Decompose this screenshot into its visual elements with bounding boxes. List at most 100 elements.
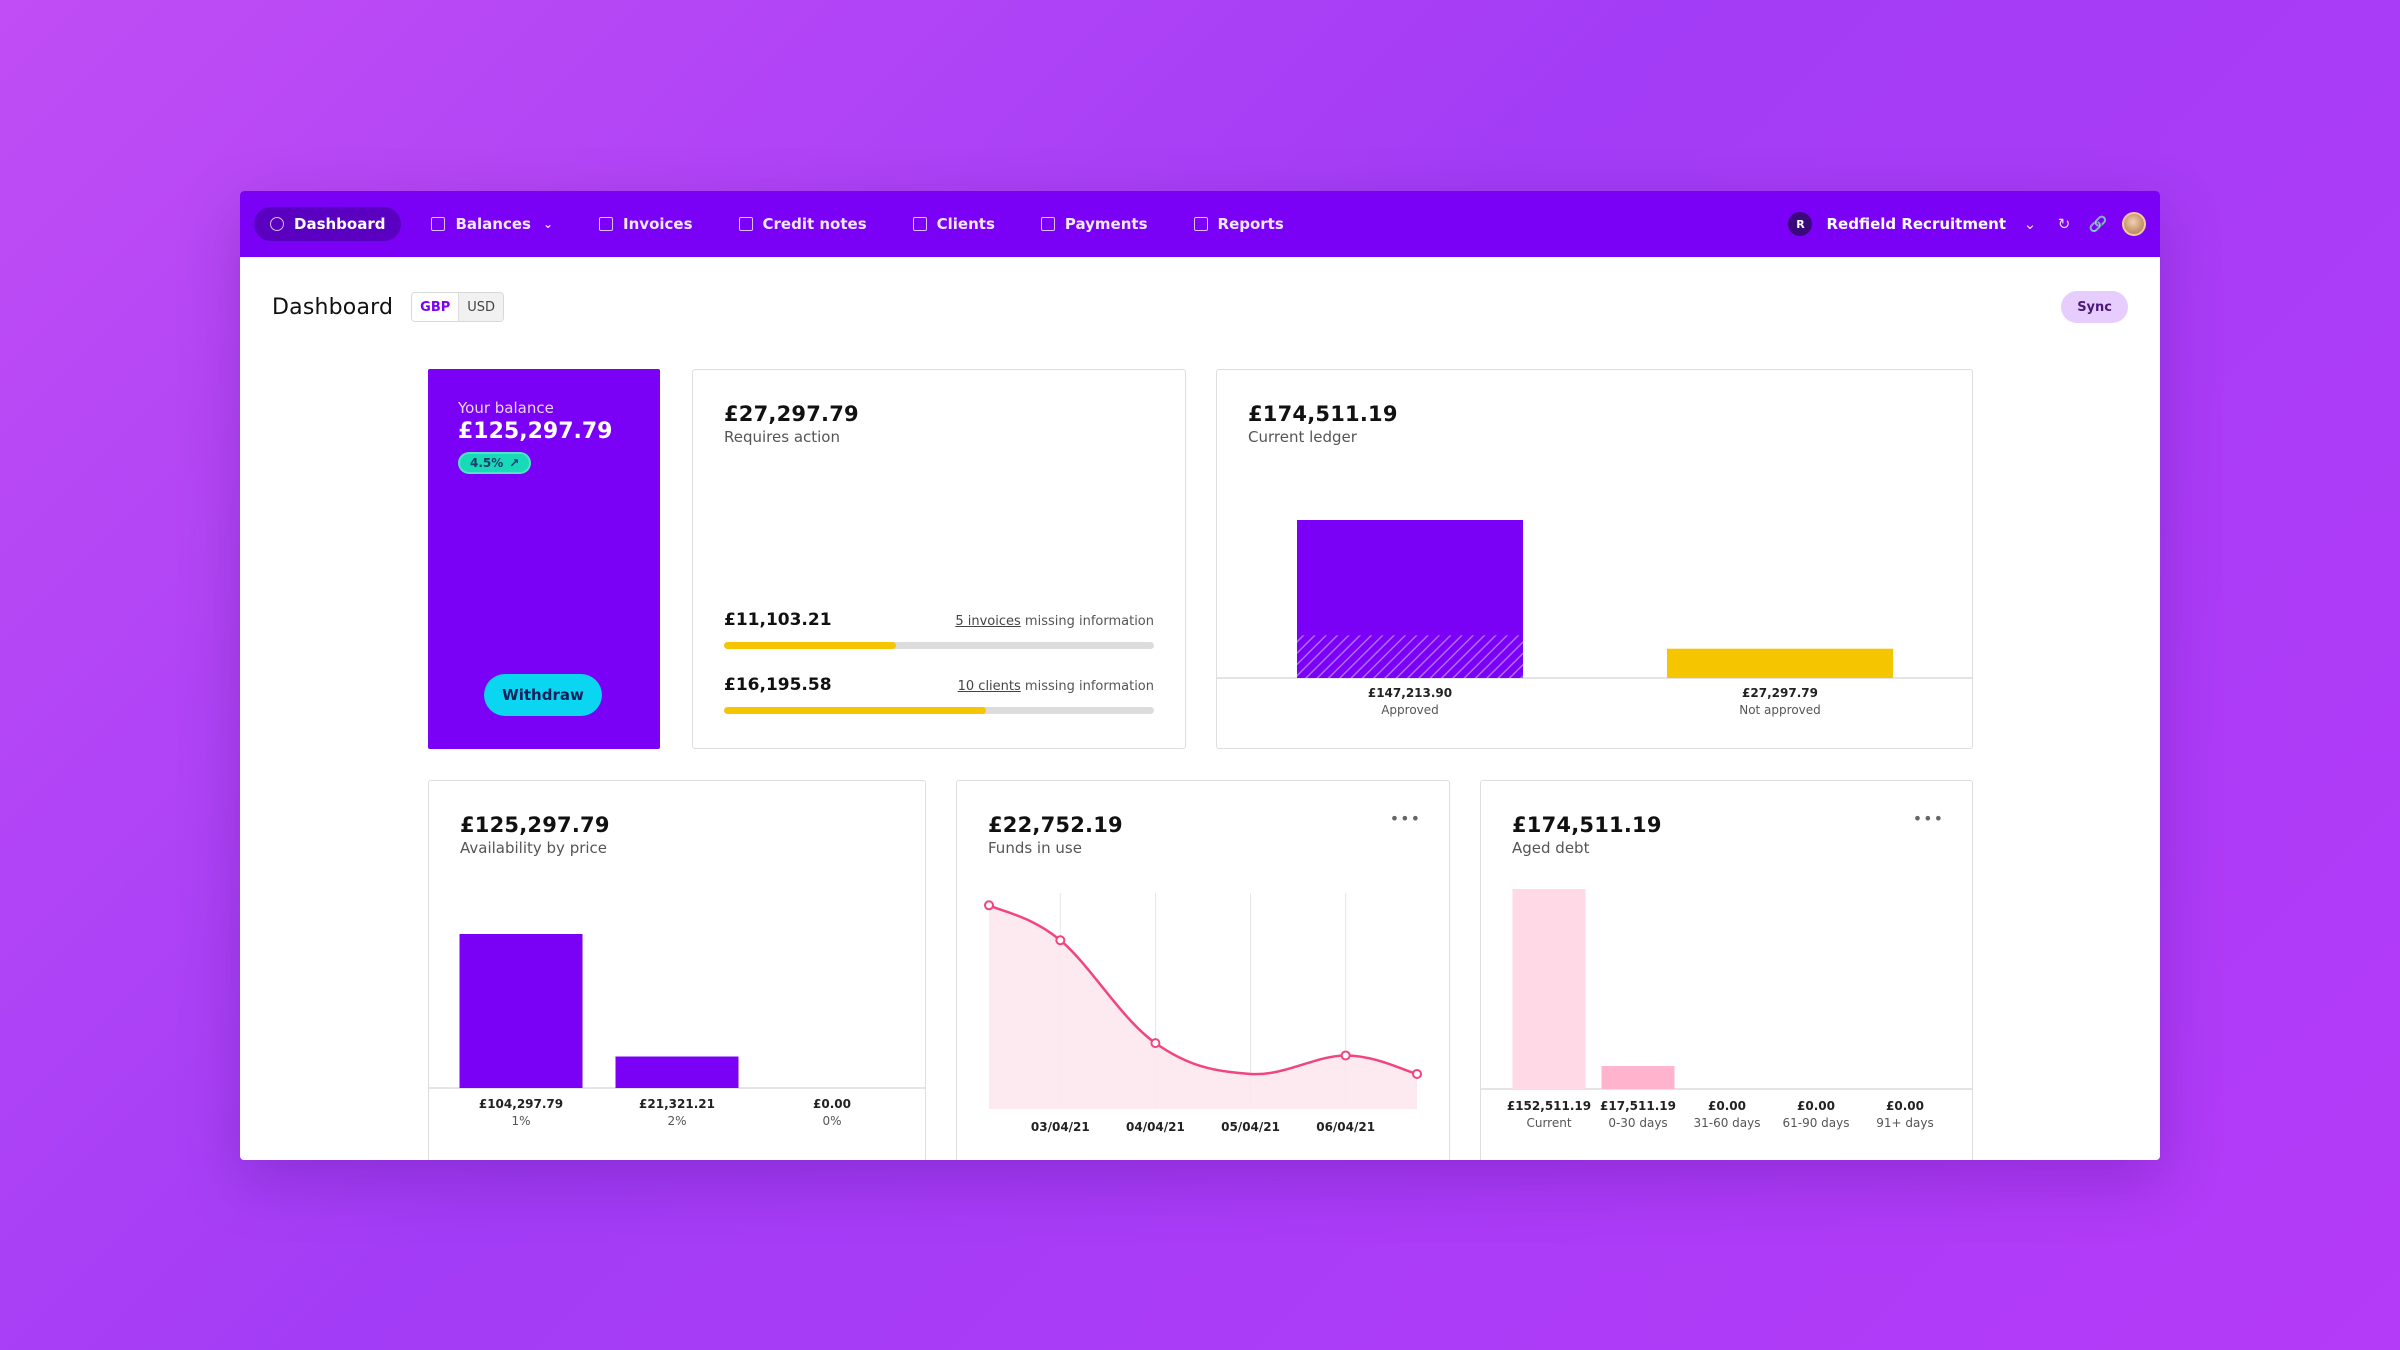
page-header: Dashboard GBP USD Sync xyxy=(272,290,2128,324)
nav-payments[interactable]: Payments xyxy=(1025,207,1164,241)
page-title: Dashboard xyxy=(272,294,394,320)
withdraw-button[interactable]: Withdraw xyxy=(484,674,602,716)
org-switcher[interactable]: Redfield Recruitment xyxy=(1826,215,2006,233)
nav-label: Reports xyxy=(1217,215,1284,233)
bar xyxy=(1601,1066,1675,1089)
availability-card: £125,297.79 Availability by price £104,2… xyxy=(428,780,926,1160)
currency-gbp[interactable]: GBP xyxy=(412,293,460,321)
bar-value-label: £0.00 xyxy=(1708,1099,1746,1113)
bar-value-label: £0.00 xyxy=(1797,1099,1835,1113)
progress-row-invoices: £11,103.21 5 invoices missing informatio… xyxy=(724,610,1154,649)
ledger-amount: £174,511.19 xyxy=(1248,402,1398,426)
requires-action-label: Requires action xyxy=(724,428,840,446)
nav-balances[interactable]: Balances ⌄ xyxy=(415,207,569,241)
data-point xyxy=(984,900,994,911)
balance-amount: £125,297.79 xyxy=(458,419,613,444)
bar-value-label: £17,511.19 xyxy=(1600,1099,1676,1113)
progress-track xyxy=(724,642,1154,649)
availability-label: Availability by price xyxy=(460,839,608,857)
app-window: Dashboard Balances ⌄ Invoices Credit not… xyxy=(240,191,2160,1160)
bar-category-label: 31-60 days xyxy=(1693,1116,1760,1130)
nav-reports[interactable]: Reports xyxy=(1178,207,1300,241)
x-tick-label: 05/04/21 xyxy=(1221,1120,1280,1134)
nav-label: Balances xyxy=(455,215,531,233)
bar-category-label: 61-90 days xyxy=(1782,1116,1849,1130)
nav-label: Credit notes xyxy=(762,215,867,233)
bar-value-label: £0.00 xyxy=(1886,1099,1924,1113)
bar-category-label: Approved xyxy=(1381,703,1439,717)
nav-label: Dashboard xyxy=(294,215,386,233)
bar xyxy=(459,934,583,1088)
availability-amount: £125,297.79 xyxy=(460,813,610,837)
x-tick-label: 06/04/21 xyxy=(1316,1120,1375,1134)
bar-value-label: £21,321.21 xyxy=(639,1097,715,1111)
progress-row-clients: £16,195.58 10 clients missing informatio… xyxy=(724,675,1154,714)
bar-hatched-segment xyxy=(1297,635,1523,678)
requires-action-amount: £27,297.79 xyxy=(724,402,859,426)
payments-icon xyxy=(1040,217,1055,231)
progress-note: 5 invoices missing information xyxy=(955,614,1154,629)
credit-note-icon xyxy=(738,217,753,231)
refresh-icon[interactable]: ↻ xyxy=(2057,215,2071,233)
aged-label: Aged debt xyxy=(1512,839,1590,857)
bar-category-label: 0% xyxy=(822,1114,841,1128)
data-point xyxy=(1150,1038,1161,1049)
progress-amount: £16,195.58 xyxy=(724,675,832,695)
ledger-label: Current ledger xyxy=(1248,428,1357,446)
chart-icon xyxy=(431,217,446,231)
more-options-icon[interactable]: ••• xyxy=(1389,809,1421,828)
x-tick-label: 03/04/21 xyxy=(1031,1120,1090,1134)
clients-link[interactable]: 10 clients xyxy=(957,679,1021,694)
requires-action-card: £27,297.79 Requires action £11,103.21 5 … xyxy=(692,369,1186,749)
top-nav: Dashboard Balances ⌄ Invoices Credit not… xyxy=(240,191,2160,257)
x-tick-label: 04/04/21 xyxy=(1126,1120,1185,1134)
nav-label: Payments xyxy=(1064,215,1148,233)
funds-label: Funds in use xyxy=(988,839,1082,857)
funds-amount: £22,752.19 xyxy=(988,813,1123,837)
nav-label: Clients xyxy=(936,215,995,233)
bar-category-label: 0-30 days xyxy=(1608,1116,1667,1130)
bar xyxy=(1512,889,1586,1089)
invoice-icon xyxy=(599,217,614,231)
change-badge: 4.5% ↗ xyxy=(458,452,532,474)
org-avatar[interactable]: R xyxy=(1788,212,1813,236)
progress-amount: £11,103.21 xyxy=(724,610,832,630)
currency-usd[interactable]: USD xyxy=(459,293,504,321)
clients-icon xyxy=(912,217,927,231)
chevron-down-icon[interactable]: ⌄ xyxy=(2023,215,2037,233)
nav-clients[interactable]: Clients xyxy=(897,207,1011,241)
progress-fill xyxy=(724,707,987,714)
bar-category-label: 1% xyxy=(511,1114,530,1128)
chevron-down-icon: ⌄ xyxy=(542,217,554,231)
reports-icon xyxy=(1193,217,1208,231)
link-icon[interactable]: 🔗 xyxy=(2088,215,2108,233)
data-point xyxy=(1055,935,1066,946)
aged-amount: £174,511.19 xyxy=(1512,813,1662,837)
more-options-icon[interactable]: ••• xyxy=(1912,809,1944,828)
arrow-up-right-icon: ↗ xyxy=(509,456,520,470)
progress-note-text: missing information xyxy=(1020,679,1154,694)
sync-button[interactable]: Sync xyxy=(2061,291,2128,323)
bar-category-label: Not approved xyxy=(1739,703,1821,717)
bar-not-approved xyxy=(1667,648,1893,678)
nav-invoices[interactable]: Invoices xyxy=(583,207,708,241)
bar xyxy=(615,1056,739,1088)
nav-dashboard[interactable]: Dashboard xyxy=(254,207,402,241)
current-ledger-card: £174,511.19 Current ledger £147,213.90 Ap… xyxy=(1216,369,1973,749)
bar-value-label: £104,297.79 xyxy=(479,1097,563,1111)
progress-note: 10 clients missing information xyxy=(958,679,1154,694)
user-avatar[interactable] xyxy=(2122,212,2146,236)
invoices-link[interactable]: 5 invoices xyxy=(955,614,1021,629)
balance-label: Your balance xyxy=(458,399,554,417)
change-value: 4.5% xyxy=(470,456,504,470)
bar-value-label: £27,297.79 xyxy=(1742,686,1818,700)
balance-card: Your balance £125,297.79 4.5% ↗ Withdraw xyxy=(428,369,660,749)
bar-category-label: 2% xyxy=(667,1114,686,1128)
nav-credit-notes[interactable]: Credit notes xyxy=(723,207,883,241)
area-fill xyxy=(989,905,1417,1109)
data-point xyxy=(1412,1068,1422,1079)
funds-card: £22,752.19 Funds in use ••• 03/04/21 04/0… xyxy=(956,780,1450,1160)
currency-toggle: GBP USD xyxy=(411,292,505,322)
progress-note-text: missing information xyxy=(1020,614,1154,629)
bar-category-label: Current xyxy=(1526,1116,1571,1130)
